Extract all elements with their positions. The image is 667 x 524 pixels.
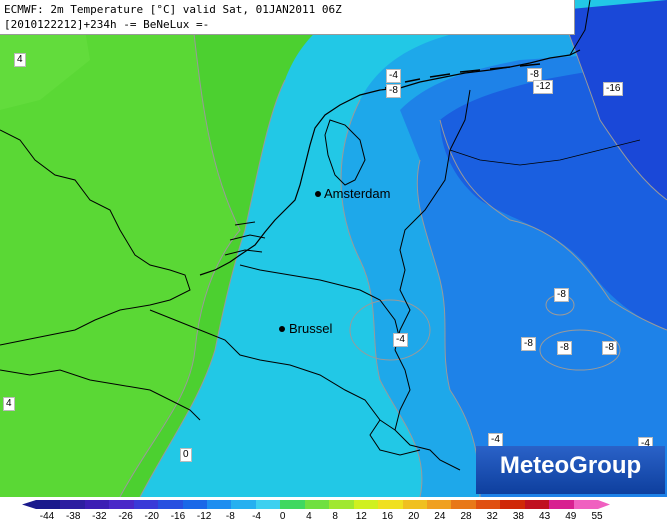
colorbar-segment xyxy=(329,500,355,509)
city-dot-amsterdam xyxy=(315,191,321,197)
colorbar-tick-label: -16 xyxy=(170,511,186,522)
colorbar-segment xyxy=(402,500,428,509)
contour-line-0 xyxy=(139,79,286,497)
colorbar-arrow-left xyxy=(22,500,36,509)
contour-ring-3 xyxy=(349,299,431,361)
colorbar-segment xyxy=(182,500,208,509)
contour-label: -12 xyxy=(533,80,554,94)
colorbar-tick-label: -12 xyxy=(196,511,212,522)
contour-label: -4 xyxy=(386,69,401,83)
contour-label: -4 xyxy=(393,333,408,347)
header-title: ECMWF: 2m Temperature [°C] valid Sat, 01… xyxy=(4,3,342,16)
be-nl-border xyxy=(239,264,401,341)
colorbar-tick-label: 28 xyxy=(460,511,472,522)
contour-label: 4 xyxy=(14,53,26,67)
temperature-colorbar: -44 -38 -32 -26 -20 -16 -12 -8 -4 0 4 8 12 16 20 24 28 32… xyxy=(0,497,667,524)
colorbar-segment xyxy=(475,500,501,509)
contour-label: 4 xyxy=(3,397,15,411)
colorbar-segment xyxy=(549,500,575,509)
contour-label: 0 xyxy=(180,448,192,462)
colorbar-segment xyxy=(280,500,306,509)
colorbar-tick-label: 49 xyxy=(565,511,577,522)
colorbar-segment xyxy=(133,500,159,509)
contour-label: -4 xyxy=(488,433,503,447)
colorbar-arrow-right xyxy=(598,500,610,509)
city-dot-brussel xyxy=(279,326,285,332)
colorbar-tick-label: 0 xyxy=(279,511,286,522)
colorbar-tick-label: -32 xyxy=(92,511,107,522)
contour-line-m16 xyxy=(559,9,667,201)
colorbar-segment xyxy=(231,500,257,509)
contour-line-4 xyxy=(119,0,241,497)
colorbar-tick-label: -8 xyxy=(225,511,235,522)
nl-de-border xyxy=(394,89,471,351)
channel-coastline xyxy=(0,369,201,421)
colorbar-segment xyxy=(36,500,61,509)
meteogroup-logo: MeteoGroup xyxy=(476,446,665,494)
colorbar-segment xyxy=(109,500,135,509)
colorbar-tick-label: 55 xyxy=(591,511,603,522)
deepblue-zone xyxy=(560,0,667,200)
contour-line-m12 xyxy=(439,119,667,331)
colorbar-segment xyxy=(573,500,599,509)
contour-ring-2 xyxy=(539,329,621,371)
colorbar-segment xyxy=(426,500,452,509)
colorbar-segment xyxy=(60,500,86,509)
colorbar-segment xyxy=(451,500,477,509)
colorbar-tick-label: 38 xyxy=(512,511,524,522)
colorbar-tick-label: 24 xyxy=(434,511,446,522)
lux-inner-border xyxy=(369,419,421,456)
contour-label: -8 xyxy=(386,84,401,98)
green-zone-west xyxy=(0,0,240,497)
colorbar-tick-label: -44 xyxy=(39,511,55,522)
uk-coastline xyxy=(0,129,191,346)
contour-label: -16 xyxy=(603,82,624,96)
colorbar-tick-label: -20 xyxy=(144,511,159,522)
colorbar-tick-label: 8 xyxy=(332,511,338,522)
colorbar-tick-label: 20 xyxy=(408,511,420,522)
temperature-map-svg xyxy=(0,0,667,497)
ijsselmeer xyxy=(324,119,366,186)
contour-label: -8 xyxy=(554,288,569,302)
header-subtitle: [2010122212]+234h -= BeNeLux =- xyxy=(4,18,210,31)
colorbar-segment xyxy=(84,500,110,509)
colorbar-tick-label: 12 xyxy=(355,511,367,522)
contour-label: -8 xyxy=(602,341,617,355)
colorbar-tick-label: 32 xyxy=(486,511,498,522)
colorbar-segment xyxy=(524,500,550,509)
colorbar-segment xyxy=(304,500,330,509)
city-label-brussel: Brussel xyxy=(289,321,333,336)
colorbar-tick-label: 43 xyxy=(539,511,551,522)
colorbar-segment xyxy=(500,500,526,509)
logo-text: MeteoGroup xyxy=(499,452,642,479)
city-label-amsterdam: Amsterdam xyxy=(324,186,391,201)
colorbar-arrows xyxy=(22,500,610,509)
colorbar-segment xyxy=(353,500,379,509)
colorbar-segment xyxy=(158,500,184,509)
colorbar-segment xyxy=(378,500,403,509)
contour-label: -8 xyxy=(521,337,536,351)
lux-border xyxy=(394,349,461,471)
contour-line-m8 xyxy=(416,159,481,497)
zeeland-estuaries xyxy=(224,221,266,256)
colorbar-tick-label: 16 xyxy=(381,511,394,522)
de-inner-border-1 xyxy=(449,139,641,166)
fr-be-border xyxy=(149,309,396,431)
contour-label: -8 xyxy=(557,341,572,355)
map-header: ECMWF: 2m Temperature [°C] valid Sat, 01… xyxy=(0,0,575,35)
de-dk-border xyxy=(569,0,591,56)
colorbar-tick-label: -38 xyxy=(65,511,81,522)
colorbar-tick-label: -26 xyxy=(118,511,133,522)
colorbar-tick-label: -4 xyxy=(252,511,261,522)
colorbar-tick-label: 4 xyxy=(306,511,312,522)
contour-line-m4 xyxy=(340,99,423,497)
colorbar-segment xyxy=(207,500,232,509)
colorbar-segment xyxy=(255,500,281,509)
